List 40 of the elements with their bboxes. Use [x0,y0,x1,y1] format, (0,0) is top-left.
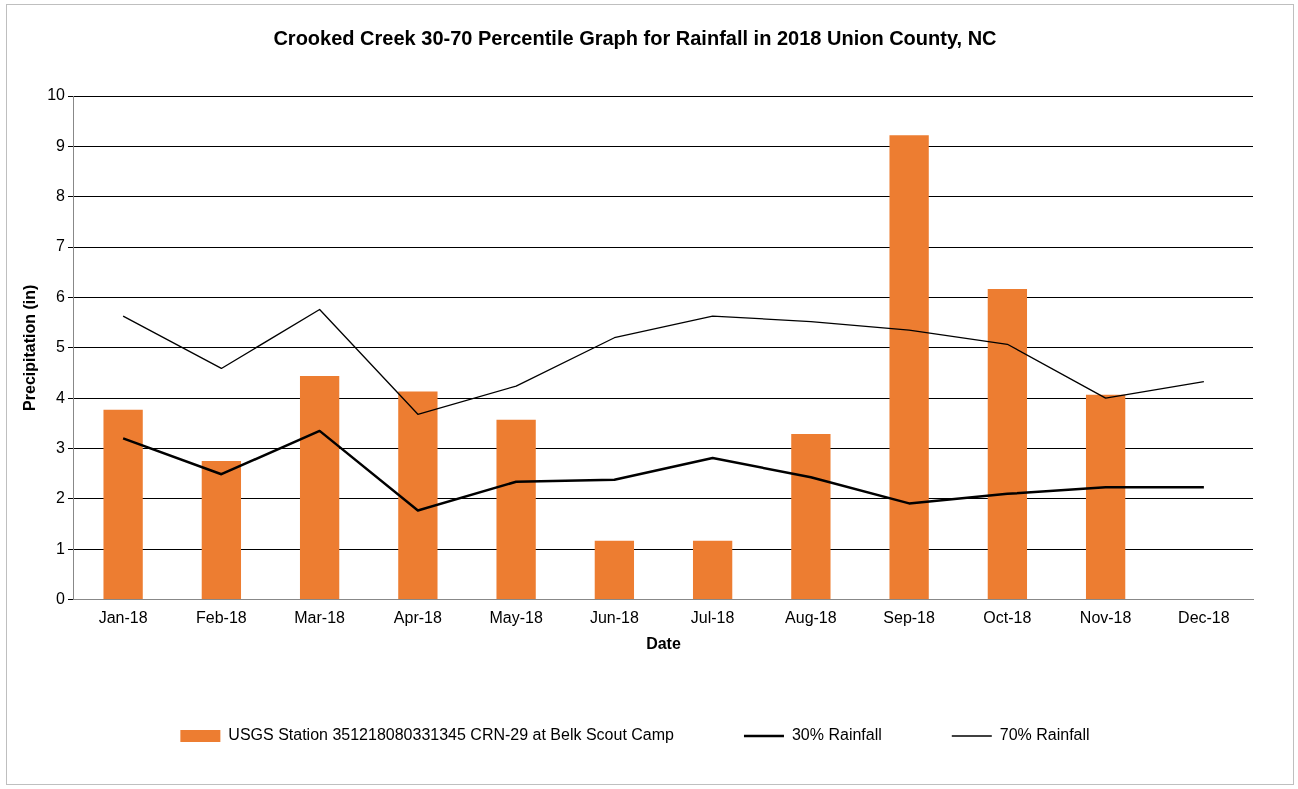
x-tick-label: Jul-18 [690,608,735,626]
x-tick-label: Dec-18 [1178,608,1230,626]
y-tick-label: 4 [56,388,66,406]
x-tick-label: Jan-18 [98,608,148,626]
x-tick-label: Jun-18 [589,608,639,626]
bar [791,433,831,600]
x-tick-label: Mar-18 [294,608,346,626]
chart-title: Crooked Creek 30-70 Percentile Graph for Rainfall in 2018 Union County, NC [273,26,997,49]
legend-label: USGS Station 351218080331345 CRN-29 at Belk Scout Camp [228,726,675,744]
y-tick-label: 10 [47,86,66,104]
y-tick-label: 1 [56,539,66,557]
bar [692,540,733,600]
bar [889,135,929,600]
y-tick-label: 6 [56,287,66,305]
y-tick-label: 2 [56,489,66,507]
x-tick-label: Sep-18 [883,608,936,626]
x-tick-label: May-18 [489,608,543,626]
y-tick-label: 8 [56,187,66,205]
bar [1085,394,1126,600]
x-tick-label: Apr-18 [393,608,442,626]
bar [987,288,1028,600]
bar [594,540,635,600]
y-axis-title: Precipitation (in) [21,284,39,411]
y-tick-label: 5 [56,338,66,356]
x-tick-label: Nov-18 [1079,608,1132,626]
y-tick-label: 7 [56,237,66,255]
bar [496,419,536,600]
bar [299,376,340,600]
y-tick-label: 3 [56,438,66,456]
bar [398,391,438,600]
x-tick-label: Oct-18 [983,608,1032,626]
legend-label: 30% Rainfall [791,726,882,744]
x-axis-title: Date [646,634,681,652]
y-tick-label: 0 [56,590,66,608]
legend-label: 70% Rainfall [999,726,1090,744]
x-tick-label: Feb-18 [196,608,247,626]
bar [103,409,143,600]
bar [201,461,242,600]
y-tick-label: 9 [56,136,66,154]
x-tick-label: Aug-18 [785,608,837,626]
